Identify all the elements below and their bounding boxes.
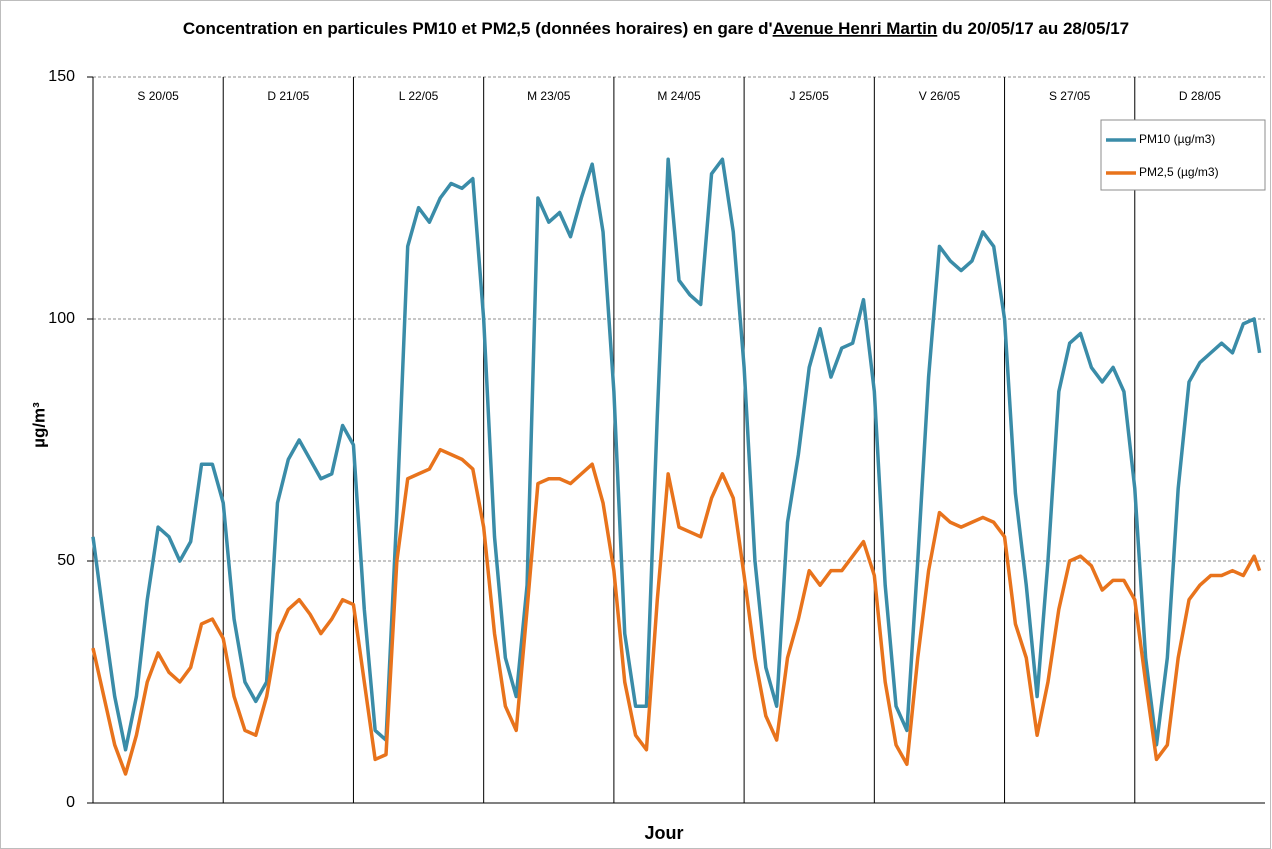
title-part: Concentration en particules PM10 et PM2,… (183, 19, 773, 38)
day-label: S 20/05 (137, 89, 179, 103)
day-label: M 24/05 (657, 89, 701, 103)
y-axis-label: µg/m³ (29, 402, 48, 448)
day-label: M 23/05 (527, 89, 571, 103)
legend: PM10 (µg/m3) PM2,5 (µg/m3) (1100, 119, 1266, 191)
y-tick-label: 0 (66, 794, 75, 811)
legend-label: PM2,5 (µg/m3) (1139, 165, 1219, 179)
day-label: L 22/05 (399, 89, 439, 103)
day-label: D 21/05 (267, 89, 309, 103)
y-tick-label: 100 (48, 310, 75, 327)
x-axis-label: Jour (644, 823, 683, 843)
title-part: du 20/05/17 au 28/05/17 (937, 19, 1129, 38)
data-line (91, 157, 1262, 752)
y-tick-label: 50 (57, 552, 75, 569)
legend-box (1100, 119, 1266, 191)
day-label: J 25/05 (790, 89, 830, 103)
day-label: V 26/05 (919, 89, 961, 103)
title-part: Avenue Henri Martin (773, 19, 938, 38)
day-label: D 28/05 (1179, 89, 1221, 103)
day-label: S 27/05 (1049, 89, 1091, 103)
y-tick-label: 150 (48, 68, 75, 85)
data-line (91, 447, 1262, 776)
legend-label: PM10 (µg/m3) (1139, 132, 1215, 146)
chart-title: Concentration en particules PM10 et PM2,… (183, 19, 1129, 38)
